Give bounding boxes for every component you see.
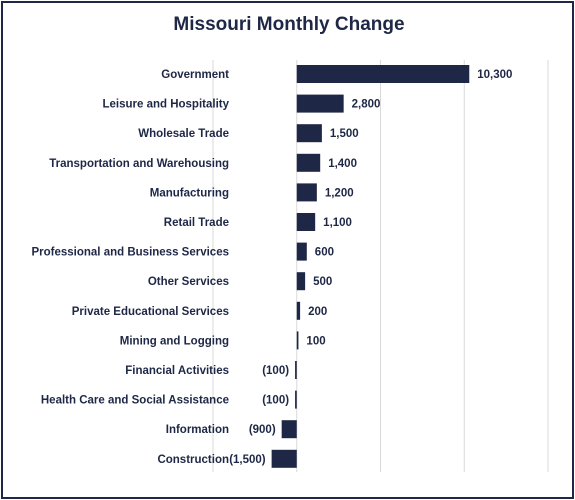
- value-labels: 10,300 2,800 1,500 1,400 1,200 1,100 600 500 200…: [229, 69, 512, 466]
- bar: [296, 272, 306, 291]
- bar: [271, 449, 297, 468]
- value-label: (900): [249, 424, 276, 436]
- value-label: (100): [262, 365, 289, 377]
- category-label: Construction: [157, 454, 229, 466]
- category-label: Leisure and Hospitality: [102, 99, 229, 111]
- value-label: 500: [313, 276, 332, 288]
- bar: [296, 94, 344, 113]
- value-label: 1,200: [325, 187, 354, 199]
- category-label: Information: [166, 424, 229, 436]
- bar: [295, 390, 297, 409]
- bar: [296, 242, 307, 261]
- category-label: Professional and Business Services: [31, 247, 229, 259]
- bar: [296, 301, 301, 320]
- bar: [296, 153, 321, 172]
- value-label: 600: [315, 247, 334, 259]
- value-label: 10,300: [477, 69, 512, 81]
- category-label: Transportation and Warehousing: [49, 158, 229, 170]
- bar: [296, 183, 317, 202]
- category-labels: Government Leisure and Hospitality Wholesa…: [31, 69, 229, 466]
- category-label: Retail Trade: [164, 217, 229, 229]
- bar: [295, 361, 297, 379]
- bar: [296, 213, 316, 231]
- category-label: Health Care and Social Assistance: [41, 395, 229, 407]
- category-label: Government: [161, 69, 229, 81]
- chart-title: Missouri Monthly Change: [173, 14, 404, 35]
- bar: [281, 420, 297, 439]
- chart: Missouri Monthly Change Government Leisur…: [31, 14, 549, 472]
- bars: [271, 65, 470, 468]
- category-label: Financial Activities: [125, 365, 229, 377]
- category-label: Other Services: [148, 276, 229, 288]
- value-label: 1,400: [328, 158, 357, 170]
- value-label: (100): [262, 395, 289, 407]
- value-label: 1,500: [330, 128, 359, 140]
- bar: [296, 331, 299, 350]
- value-label: 100: [306, 335, 325, 347]
- bar: [296, 124, 322, 143]
- gridlines: [212, 60, 549, 472]
- category-label: Private Educational Services: [72, 306, 229, 318]
- value-label: 200: [308, 306, 327, 318]
- category-label: Manufacturing: [150, 187, 229, 199]
- bar: [296, 65, 470, 83]
- category-label: Mining and Logging: [120, 335, 229, 347]
- value-label: (1,500): [229, 454, 266, 466]
- value-label: 1,100: [323, 217, 352, 229]
- category-label: Wholesale Trade: [138, 128, 229, 140]
- value-label: 2,800: [352, 99, 381, 111]
